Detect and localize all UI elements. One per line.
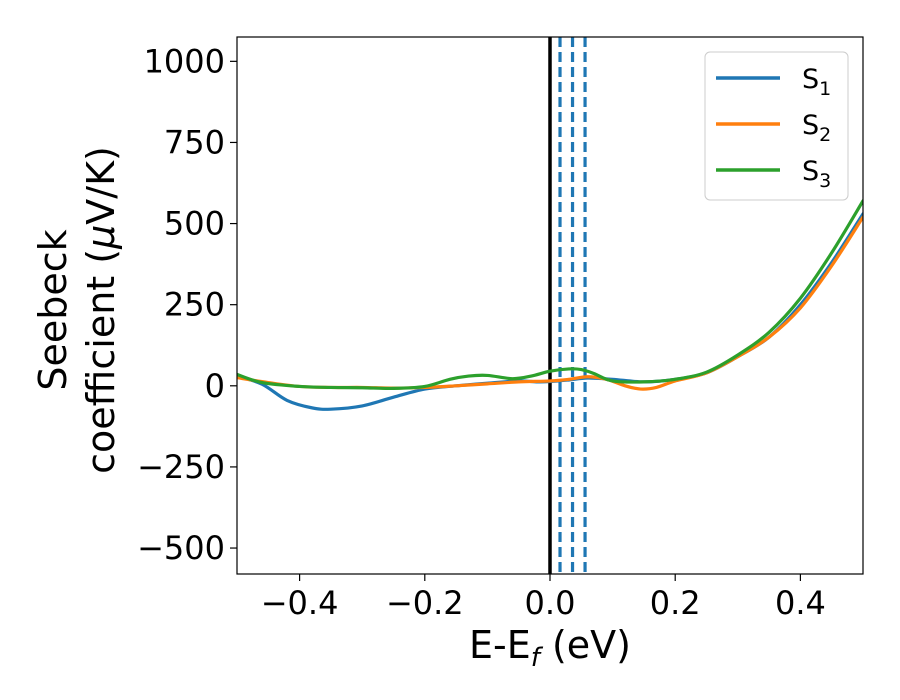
legend-label-s2: S2 xyxy=(802,110,831,146)
y-tick-label: −250 xyxy=(137,448,225,486)
legend: S1 S2 S3 xyxy=(704,51,849,201)
x-tick-label: 0.0 xyxy=(525,584,576,622)
y-axis-title-line2: coefficient (μV/K) xyxy=(79,146,123,474)
y-tick-label: 0 xyxy=(205,367,225,405)
y-tick-label: −500 xyxy=(137,529,225,567)
x-axis-title: E-Ef (eV) xyxy=(469,623,631,673)
x-tick-label: −0.4 xyxy=(261,584,339,622)
x-tick-label: −0.2 xyxy=(386,584,464,622)
y-axis-title-line1: Seebeck xyxy=(31,229,75,390)
y-tick-label: 1000 xyxy=(144,42,225,80)
legend-label-s1: S1 xyxy=(802,64,831,100)
y-tick-label: 250 xyxy=(164,286,225,324)
series-lines xyxy=(237,199,863,411)
x-tick-label: 0.4 xyxy=(775,584,826,622)
y-tick-label: 500 xyxy=(164,205,225,243)
x-tick-label: 0.2 xyxy=(650,584,701,622)
reference-lines xyxy=(548,37,587,574)
series-line-s3 xyxy=(237,199,863,391)
legend-box xyxy=(704,51,849,201)
y-axis-title: Seebeck coefficient (μV/K) xyxy=(31,146,123,474)
x-axis: −0.4 −0.2 0.0 0.2 0.4 xyxy=(261,574,826,622)
legend-label-s3: S3 xyxy=(802,156,831,192)
y-axis: −500 −250 0 250 500 750 1000 xyxy=(137,42,237,567)
y-tick-label: 750 xyxy=(164,123,225,161)
